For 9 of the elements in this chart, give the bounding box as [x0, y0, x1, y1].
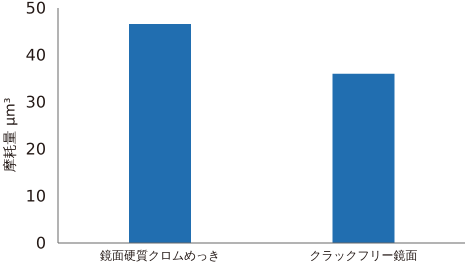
y-tick-label: 30 — [26, 92, 46, 112]
y-tick-label: 20 — [26, 140, 46, 159]
x-tick-label: 鏡面硬質クロムめっき — [100, 248, 220, 263]
y-tick-label: 50 — [26, 0, 46, 18]
y-tick-label: 10 — [26, 186, 46, 206]
x-tick-label: クラックフリー鏡面 — [309, 248, 418, 263]
y-axis-title: 摩耗量 μm³ — [1, 98, 19, 172]
y-tick-label: 40 — [26, 46, 46, 65]
y-tick-label: 0 — [36, 234, 46, 253]
